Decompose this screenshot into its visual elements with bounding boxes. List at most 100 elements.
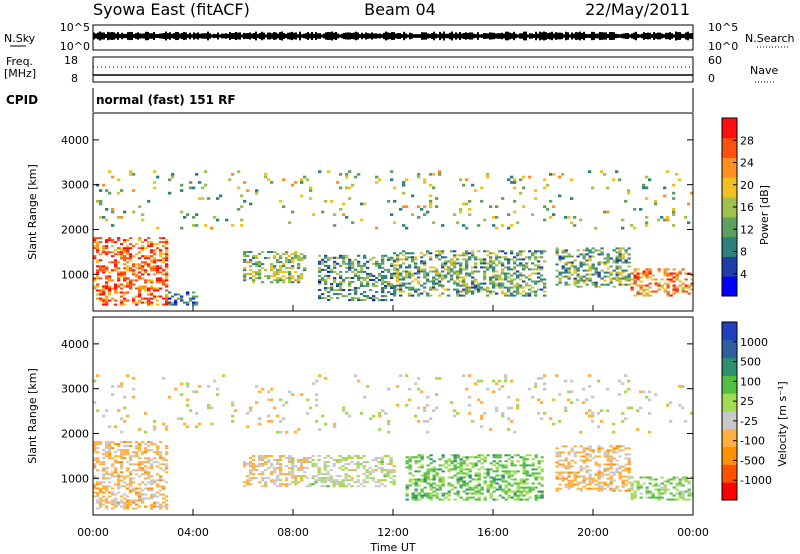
power-cell <box>291 281 295 284</box>
velocity-cell <box>471 466 475 469</box>
velocity-cell <box>338 461 342 463</box>
nsky-sample <box>175 31 177 41</box>
velocity-cell <box>540 478 544 481</box>
velocity-cell <box>612 473 616 476</box>
power-cell <box>354 293 358 296</box>
velocity-cell <box>600 473 604 476</box>
velocity-cell <box>525 474 529 477</box>
velocity-cell <box>105 473 109 476</box>
power-cell <box>408 288 412 291</box>
power-cell <box>432 278 436 281</box>
power-cell <box>396 276 400 279</box>
power-cell <box>171 301 175 304</box>
velocity-cell <box>666 498 670 501</box>
velocity-cell <box>576 451 580 454</box>
velocity-cell <box>618 379 622 383</box>
power-cell <box>615 267 619 270</box>
power-cell <box>333 262 337 265</box>
velocity-cell <box>96 443 100 446</box>
velocity-cell <box>609 445 613 448</box>
velocity-cell <box>426 474 430 477</box>
velocity-cell <box>303 459 307 461</box>
nsky-sample <box>289 32 291 40</box>
velocity-cell <box>576 398 580 402</box>
velocity-cell <box>534 472 538 475</box>
power-cell <box>144 301 148 304</box>
power-cell <box>300 273 304 276</box>
power-cell <box>324 287 328 289</box>
velocity-cell <box>453 460 457 463</box>
power-cell <box>336 289 340 291</box>
power-cell <box>645 294 649 297</box>
power-cell <box>657 288 661 291</box>
power-cell <box>522 205 526 208</box>
velocity-colorbar-label: Velocity [m s⁻¹] <box>776 381 789 466</box>
power-cell <box>456 274 460 277</box>
power-cell <box>465 284 469 287</box>
velocity-cell <box>669 498 673 501</box>
velocity-cell <box>480 492 484 495</box>
power-cell <box>597 249 601 252</box>
power-cell <box>567 267 571 270</box>
power-cell <box>276 279 280 282</box>
velocity-cell <box>426 482 430 485</box>
velocity-cell <box>570 465 574 468</box>
nsky-sample <box>357 32 359 40</box>
velocity-cell <box>408 466 412 469</box>
nsky-sample <box>685 32 687 40</box>
power-cell <box>468 258 472 261</box>
power-cell <box>375 285 379 287</box>
power-cell <box>165 255 169 258</box>
velocity-cell <box>486 454 490 457</box>
power-cell <box>393 286 397 289</box>
velocity-cell <box>417 492 421 495</box>
nsky-sample <box>147 31 149 41</box>
velocity-cell <box>435 472 439 475</box>
power-cell <box>120 287 124 290</box>
power-cell <box>405 282 409 285</box>
velocity-cell <box>273 483 277 486</box>
power-cell <box>342 260 346 263</box>
power-cell <box>606 267 610 270</box>
power-cell <box>525 294 529 297</box>
velocity-cell <box>249 483 253 486</box>
power-cell <box>342 262 346 265</box>
power-cell <box>528 288 532 291</box>
power-cell <box>561 275 565 278</box>
power-cell <box>186 213 190 216</box>
power-cell <box>165 251 169 254</box>
power-cell <box>471 272 475 275</box>
velocity-cell <box>108 451 112 454</box>
power-cell <box>159 251 163 254</box>
power-cell <box>441 266 445 269</box>
nsky-sample <box>683 33 685 39</box>
power-cell <box>675 274 679 277</box>
power-heatmap <box>93 170 694 306</box>
velocity-cell <box>522 468 526 471</box>
power-cell <box>507 178 511 182</box>
power-cell <box>186 291 190 294</box>
velocity-cell <box>150 503 154 506</box>
nsky-sample <box>397 33 399 39</box>
velocity-cell <box>153 457 157 460</box>
velocity-cell <box>258 459 262 461</box>
power-cell <box>522 290 526 293</box>
velocity-cell <box>368 471 372 474</box>
power-cell <box>501 284 505 287</box>
power-cell <box>363 279 367 281</box>
power-cell <box>690 191 694 195</box>
velocity-cell <box>314 479 318 482</box>
nsky-sample <box>201 33 203 39</box>
power-cell <box>372 299 376 302</box>
velocity-cell <box>588 475 592 478</box>
power-cell <box>402 183 406 187</box>
power-cell <box>504 294 508 297</box>
velocity-cell <box>276 467 280 470</box>
velocity-cell <box>555 461 559 464</box>
velocity-cell <box>341 465 345 468</box>
velocity-cell <box>317 455 321 457</box>
power-cell <box>414 288 418 291</box>
power-cell <box>324 279 328 281</box>
power-cell <box>633 280 637 283</box>
power-cell <box>516 264 520 267</box>
